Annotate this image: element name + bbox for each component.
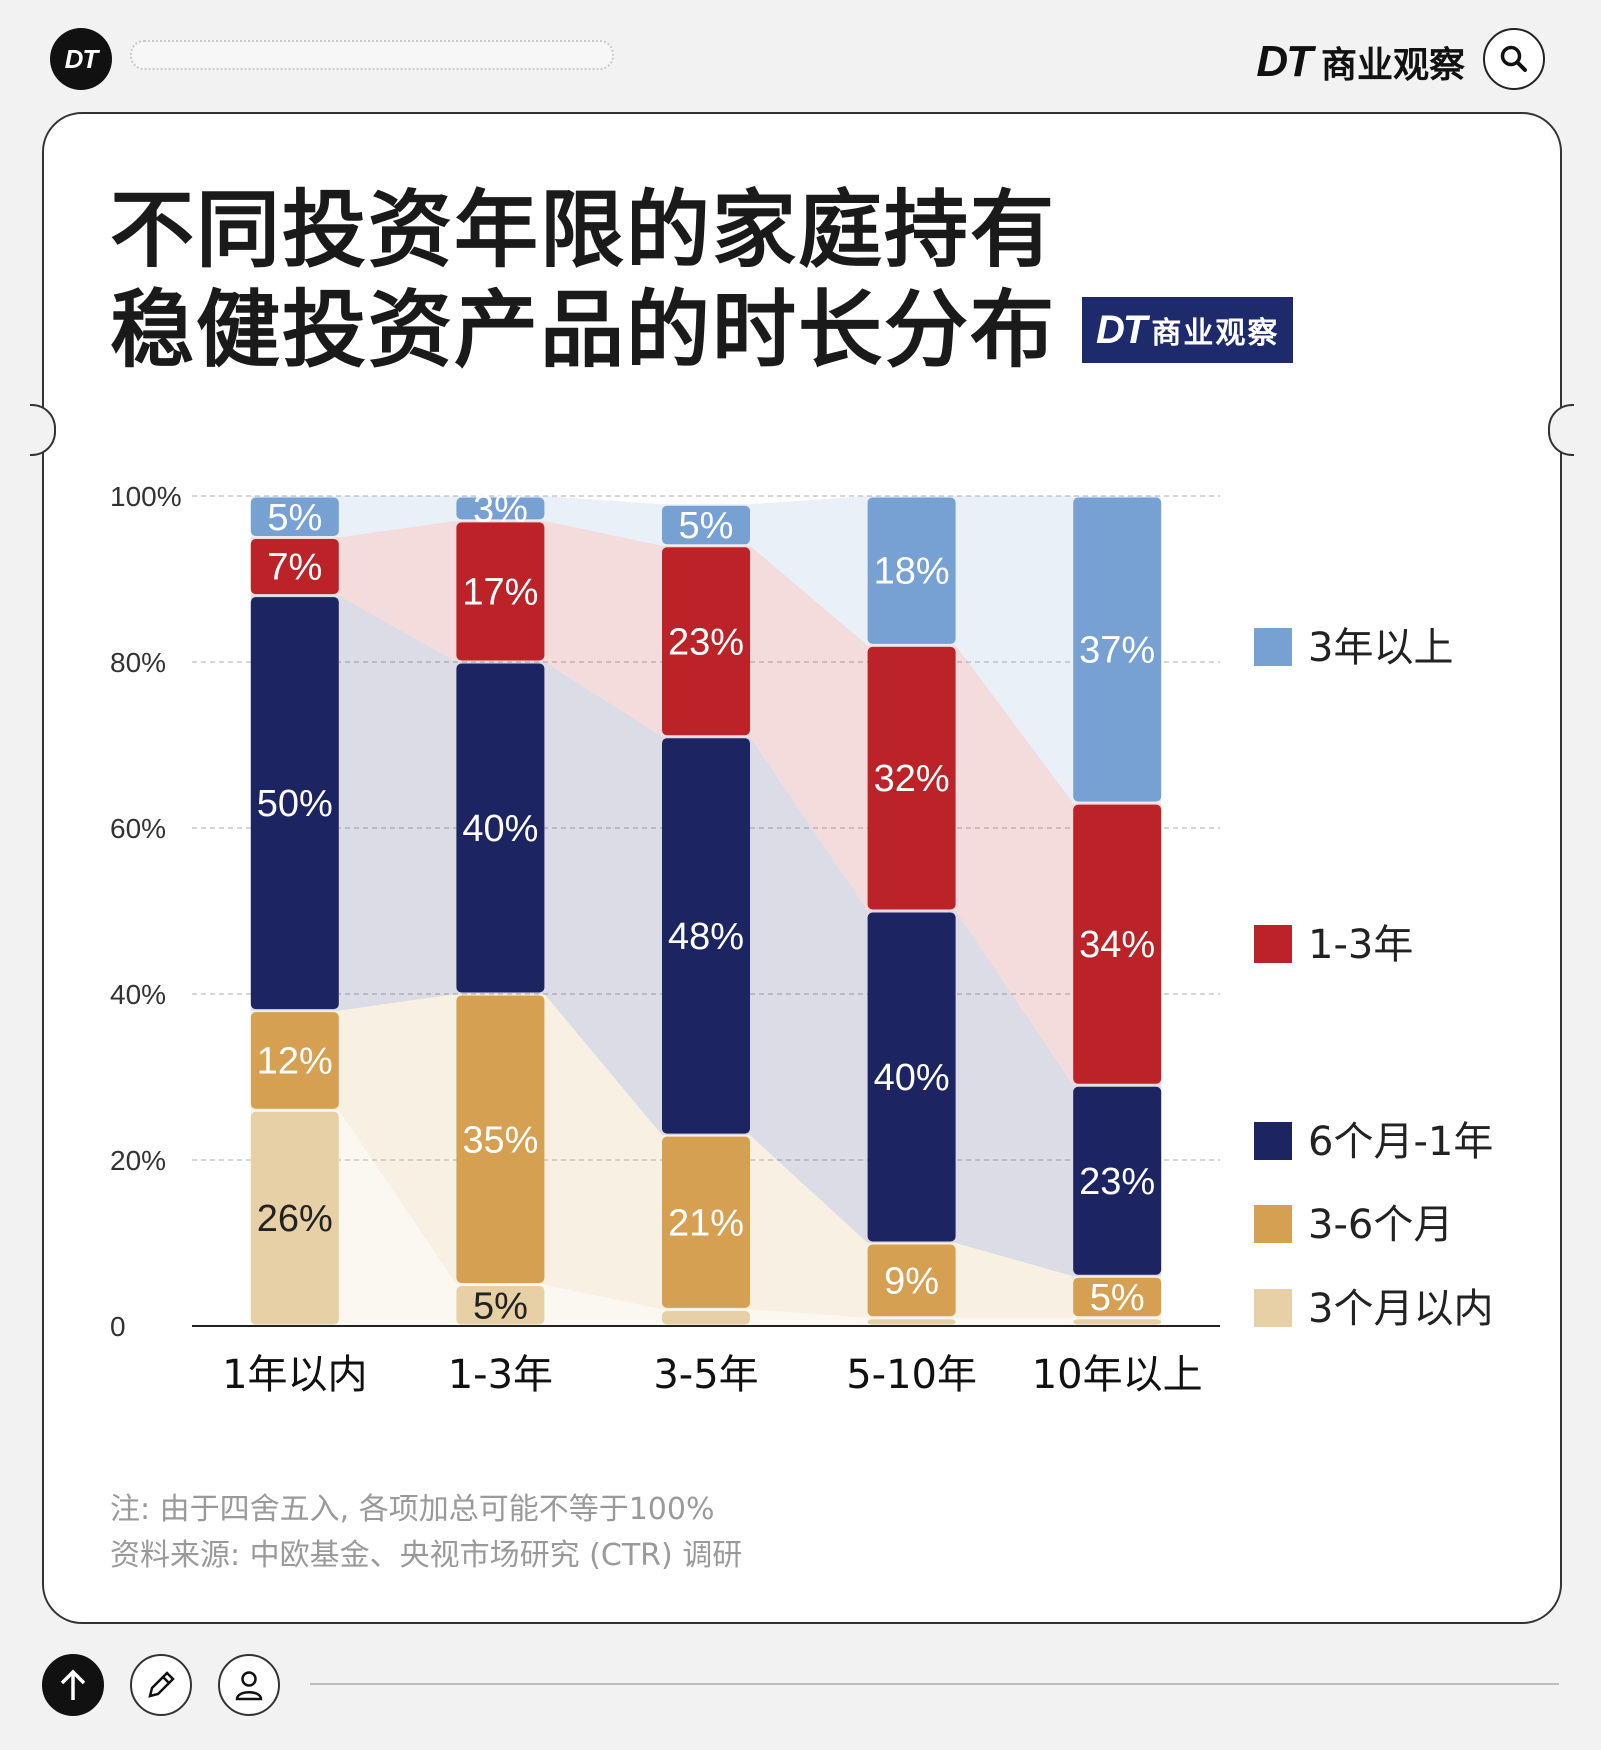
scroll-top-button[interactable]: [42, 1654, 104, 1716]
title-line-1: 不同投资年限的家庭持有: [110, 181, 1057, 279]
bar-segment: [867, 1319, 956, 1325]
legend-label: 3年以上: [1308, 625, 1453, 671]
y-tick-label: 80%: [110, 647, 166, 678]
search-input[interactable]: [130, 40, 614, 70]
legend-label: 3-6个月: [1308, 1202, 1453, 1248]
bar-segment: [456, 522, 545, 661]
brand-dt: DT: [1256, 37, 1313, 86]
data-label: 5%: [679, 505, 734, 547]
brand-name: 商业观察: [1320, 45, 1465, 86]
legend-swatch: [1254, 1205, 1292, 1243]
bar-segment: [1073, 804, 1162, 1084]
page-title: 不同投资年限的家庭持有 稳健投资产品的时长分布 DT 商业观察: [110, 180, 1294, 380]
note-rounding: 注: 由于四舍五入, 各项加总可能不等于100%: [110, 1492, 715, 1527]
data-label: 48%: [668, 916, 744, 958]
data-label: 3%: [473, 488, 528, 530]
data-label: 50%: [257, 783, 333, 825]
y-tick-label: 0: [110, 1311, 126, 1342]
data-label: 5%: [267, 497, 322, 539]
data-label: 5%: [473, 1285, 528, 1327]
x-tick-label: 1-3年: [448, 1352, 553, 1398]
bar-segment: [250, 539, 339, 595]
x-tick-label: 10年以上: [1032, 1352, 1203, 1398]
y-tick-label: 20%: [110, 1145, 166, 1176]
legend-swatch: [1254, 1289, 1292, 1327]
bar-segment: [250, 1111, 339, 1325]
data-label: 40%: [462, 808, 538, 850]
bar-segment: [867, 912, 956, 1242]
data-label: 37%: [1079, 630, 1155, 672]
legend-label: 1-3年: [1308, 922, 1413, 968]
bar-segment: [662, 505, 750, 545]
data-label: 18%: [874, 551, 950, 593]
bar-segment: [456, 1286, 545, 1325]
y-tick-label: 60%: [110, 813, 166, 844]
bar-segment: [662, 1136, 750, 1308]
brand: DT 商业观察: [1256, 36, 1465, 88]
search-button[interactable]: [1483, 28, 1545, 90]
bar-segment: [250, 497, 339, 536]
bar-segment: [867, 646, 956, 910]
bar-segment: [456, 663, 545, 993]
bar-segment: [1073, 1086, 1162, 1275]
bar-segment: [662, 1310, 750, 1325]
legend-swatch: [1254, 1122, 1292, 1160]
legend-label: 6个月-1年: [1308, 1119, 1493, 1165]
data-label: 21%: [668, 1202, 744, 1244]
search-icon: [1500, 45, 1527, 72]
bar-segment: [867, 1244, 956, 1317]
badge-dt: DT: [1096, 307, 1147, 352]
bar-segment: [250, 1012, 339, 1109]
connector-band: [250, 1110, 1162, 1326]
note-source: 资料来源: 中欧基金、央视市场研究 (CTR) 调研: [110, 1538, 743, 1573]
data-label: 17%: [462, 571, 538, 613]
top-bar: DT DT 商业观察: [0, 0, 1601, 110]
stacked-bar-chart: 0 20% 40% 60% 80% 100% 26% 5% 12% 35% 21% 9% 5% 50% 40…: [110, 481, 1493, 1398]
legend-label: 3个月以内: [1308, 1286, 1493, 1332]
data-label: 40%: [874, 1057, 950, 1099]
bar-segment: [1073, 1319, 1162, 1325]
data-label: 12%: [257, 1040, 333, 1082]
data-label: 5%: [1090, 1277, 1145, 1319]
edit-button[interactable]: [130, 1654, 192, 1716]
data-label: 23%: [668, 621, 744, 663]
legend-swatch: [1254, 925, 1292, 963]
profile-button[interactable]: [218, 1654, 280, 1716]
bar-segment: [456, 995, 545, 1283]
x-tick-label: 5-10年: [846, 1352, 977, 1398]
data-label: 9%: [884, 1260, 939, 1302]
bar-segment: [250, 597, 339, 1010]
bottom-bar: [0, 1630, 1601, 1750]
pencil-icon: [148, 1671, 175, 1698]
bar-segment: [867, 497, 956, 644]
y-tick-label: 100%: [110, 481, 182, 512]
bar-segment: [662, 738, 750, 1134]
logo-text: DT: [64, 43, 99, 74]
badge-name: 商业观察: [1151, 316, 1280, 351]
logo[interactable]: DT: [50, 28, 112, 90]
x-tick-label: 3-5年: [653, 1352, 758, 1398]
arrow-up-icon: [60, 1669, 86, 1700]
x-tick-label: 1年以内: [222, 1352, 367, 1398]
bar-segment: [1073, 1277, 1162, 1317]
data-label: 34%: [1079, 924, 1155, 966]
brand-badge: DT 商业观察: [1082, 297, 1294, 363]
bottom-divider: [310, 1683, 1559, 1685]
data-label: 35%: [462, 1119, 538, 1161]
legend-swatch: [1254, 628, 1292, 666]
bar-segment: [662, 547, 750, 736]
data-label: 32%: [874, 758, 950, 800]
data-label: 23%: [1079, 1161, 1155, 1203]
user-icon: [235, 1671, 263, 1701]
y-tick-label: 40%: [110, 979, 166, 1010]
bar-segment: [456, 497, 545, 520]
data-label: 26%: [257, 1198, 333, 1240]
content-card: 不同投资年限的家庭持有 稳健投资产品的时长分布 DT 商业观察 0 20% 40% 6…: [30, 112, 1574, 1624]
data-label: 7%: [267, 547, 322, 589]
bar-segment: [1073, 497, 1162, 802]
title-line-2: 稳健投资产品的时长分布: [110, 281, 1057, 379]
